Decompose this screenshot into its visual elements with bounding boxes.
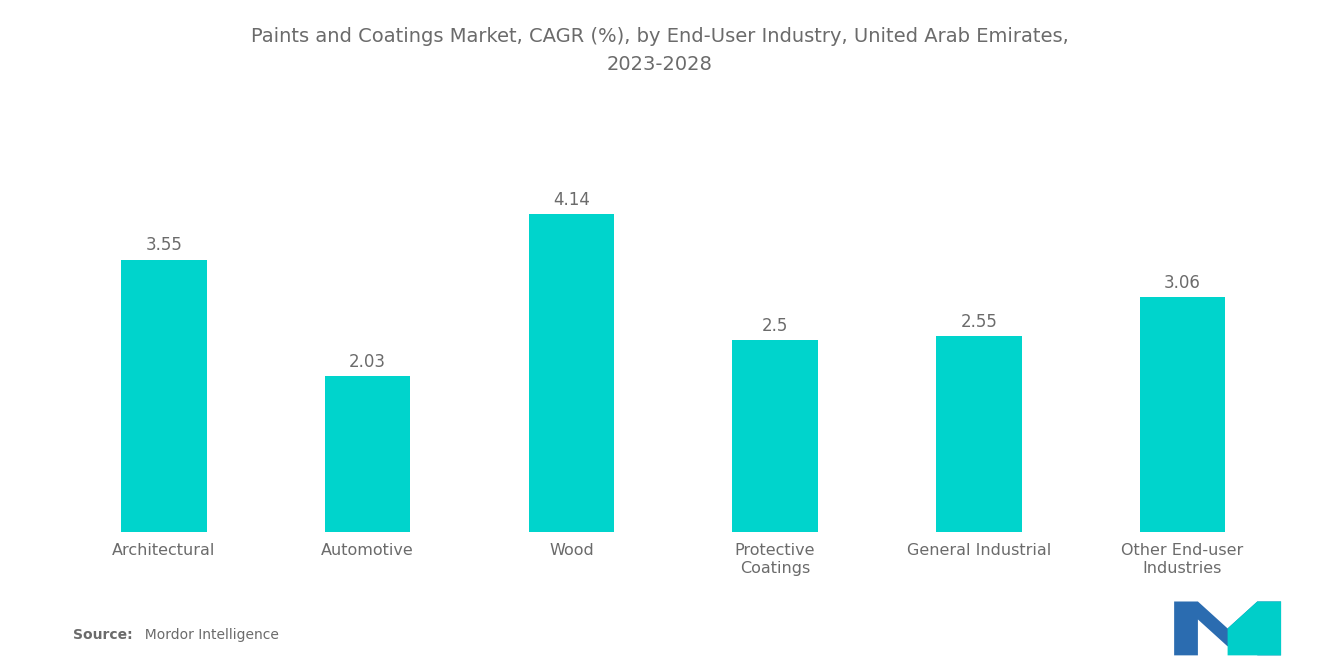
Bar	[1139, 297, 1225, 532]
Text: 2.5: 2.5	[762, 317, 788, 334]
Bar	[121, 259, 207, 532]
Text: 4.14: 4.14	[553, 191, 590, 209]
Bar	[528, 214, 614, 532]
Text: Mordor Intelligence: Mordor Intelligence	[136, 628, 279, 642]
Text: 2.03: 2.03	[350, 353, 387, 371]
Text: 2.55: 2.55	[960, 313, 997, 331]
Bar	[936, 336, 1022, 532]
Polygon shape	[1175, 601, 1280, 656]
Text: Source:: Source:	[73, 628, 132, 642]
Text: 3.06: 3.06	[1164, 274, 1201, 292]
Text: Source:  Mordor Intelligence: Source: Mordor Intelligence	[73, 628, 268, 642]
Polygon shape	[1228, 601, 1280, 656]
Bar	[733, 340, 818, 532]
Text: 3.55: 3.55	[145, 236, 182, 254]
Bar	[325, 376, 411, 532]
Text: Paints and Coatings Market, CAGR (%), by End-User Industry, United Arab Emirates: Paints and Coatings Market, CAGR (%), by…	[251, 27, 1069, 74]
